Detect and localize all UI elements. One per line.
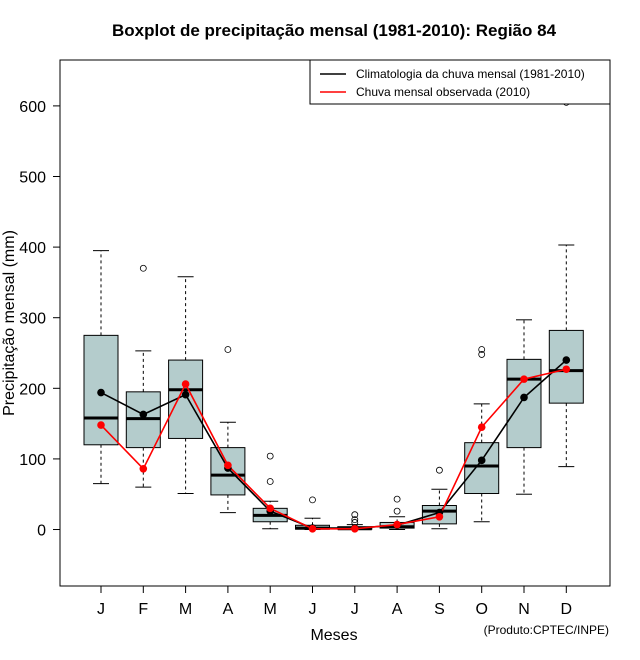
series-point-observed <box>393 520 401 529</box>
series-point-climatology <box>181 390 190 399</box>
series-point-observed <box>97 421 105 429</box>
y-tick-label: 400 <box>19 240 46 257</box>
series-point-climatology <box>139 410 148 419</box>
outlier-point <box>351 511 359 519</box>
x-tick-label: J <box>309 601 317 618</box>
y-tick-label: 100 <box>19 452 46 469</box>
box-12 <box>548 98 584 468</box>
series-point-observed <box>181 380 190 388</box>
y-axis: 0 100 200 300 400 500 600 <box>19 99 61 540</box>
x-tick-label: O <box>475 601 487 618</box>
legend-label-observed: Chuva mensal observada (2010) <box>356 85 530 99</box>
x-tick-label: D <box>561 601 573 618</box>
outlier-point <box>139 264 147 272</box>
x-tick-label: S <box>434 601 445 618</box>
series-point-climatology <box>477 456 486 465</box>
x-tick-label: A <box>392 601 403 618</box>
box-5 <box>252 452 288 530</box>
boxes-layer <box>83 98 584 531</box>
outlier-point <box>478 351 486 358</box>
x-axis-label: Meses <box>310 627 357 644</box>
y-tick-label: 300 <box>19 311 46 328</box>
box-iqr <box>168 359 204 439</box>
y-tick-label: 0 <box>37 523 46 540</box>
box-11 <box>506 319 542 495</box>
box-2 <box>125 264 161 488</box>
series-point-observed <box>224 461 232 470</box>
box-4 <box>210 346 246 514</box>
series-layer <box>97 356 571 533</box>
box-iqr <box>506 358 542 449</box>
legend-label-climatology: Climatologia da chuva mensal (1981-2010) <box>356 67 585 81</box>
outlier-point <box>435 466 443 474</box>
outlier-point <box>478 346 486 353</box>
legend: Climatologia da chuva mensal (1981-2010)… <box>309 59 611 105</box>
outlier-point <box>393 507 401 515</box>
legend-box <box>309 59 611 105</box>
y-axis-label: Precipitação mensal (mm) <box>1 230 18 416</box>
x-tick-label: A <box>223 601 234 618</box>
x-tick-label: F <box>138 601 148 618</box>
series-point-observed <box>139 464 148 473</box>
series-point-climatology <box>562 356 571 364</box>
credit-text: (Produto:CPTEC/INPE) <box>484 623 609 637</box>
series-point-observed <box>351 525 359 533</box>
series-point-observed <box>308 525 317 533</box>
outlier-point <box>266 452 274 460</box>
outlier-point <box>351 516 359 524</box>
y-tick-label: 600 <box>19 99 46 116</box>
series-point-observed <box>435 513 444 521</box>
series-point-climatology <box>97 388 105 397</box>
outlier-point <box>224 346 232 353</box>
x-tick-label: N <box>518 601 530 618</box>
x-tick-label: J <box>351 601 359 618</box>
y-tick-label: 500 <box>19 169 46 186</box>
box-10 <box>464 346 500 523</box>
x-tick-label: J <box>97 601 105 618</box>
series-point-climatology <box>520 393 528 402</box>
plot-frame <box>59 59 611 587</box>
x-tick-label: M <box>264 601 277 618</box>
outlier-point <box>393 495 401 503</box>
chart-title: Boxplot de precipitação mensal (1981-201… <box>112 21 557 40</box>
outlier-point <box>266 478 274 485</box>
series-point-observed <box>520 375 528 383</box>
series-line-observed <box>100 368 567 530</box>
series-point-observed <box>477 423 486 431</box>
x-tick-label: M <box>179 601 192 618</box>
series-point-observed <box>266 504 275 513</box>
box-iqr <box>464 442 500 495</box>
series-point-observed <box>562 365 571 374</box>
y-tick-label: 200 <box>19 381 46 398</box>
outlier-point <box>309 496 316 504</box>
box-1 <box>83 250 119 485</box>
